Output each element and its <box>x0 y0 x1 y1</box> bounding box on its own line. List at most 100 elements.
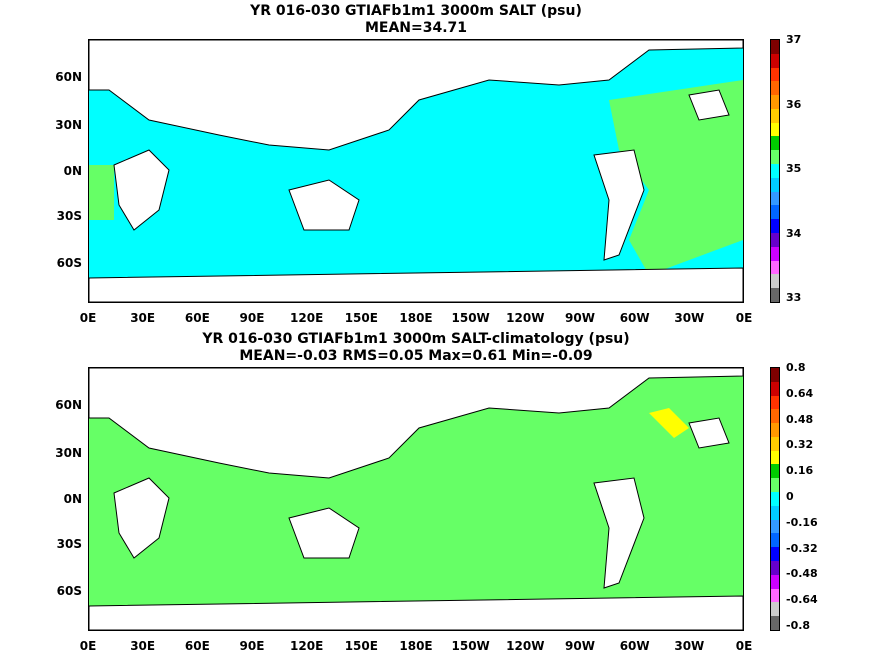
bottom-high-anomaly <box>649 408 689 438</box>
top-colorbar <box>770 39 780 303</box>
top-colorbar-label: 37 <box>786 33 802 46</box>
bottom-lon-label: 0E <box>735 639 753 653</box>
bottom-colorbar-swatch <box>771 423 779 437</box>
bottom-colorbar-label: 0.8 <box>786 361 806 374</box>
bottom-colorbar-swatch <box>771 574 779 589</box>
top-lat-60n: 60N <box>55 70 82 84</box>
bottom-colorbar-swatch <box>771 409 779 424</box>
bottom-lat-30s: 30S <box>56 537 82 551</box>
bottom-lon-label: 30W <box>674 639 705 653</box>
top-lat-0n: 0N <box>63 164 82 178</box>
bottom-lon-label: 30E <box>130 639 156 653</box>
bottom-colorbar-label: 0.48 <box>786 412 814 426</box>
bottom-colorbar-swatch <box>771 395 779 410</box>
top-colorbar-swatch <box>771 205 779 220</box>
top-lon-label: 0E <box>79 311 97 325</box>
bottom-colorbar-swatch <box>771 560 779 575</box>
top-title: YR 016-030 GTIAFb1m1 3000m SALT (psu) <box>250 3 582 19</box>
top-colorbar-label: 34 <box>786 226 802 240</box>
bottom-colorbar-swatch <box>771 381 779 396</box>
top-lon-label: 150W <box>451 311 490 325</box>
bottom-title: YR 016-030 GTIAFb1m1 3000m SALT-climatol… <box>202 331 630 347</box>
bottom-lat-30n: 30N <box>55 446 82 460</box>
top-colorbar-swatch <box>771 274 779 289</box>
top-colorbar-swatch <box>771 95 779 109</box>
top-lon-label: 150E <box>344 311 378 325</box>
top-colorbar-swatch <box>771 40 779 54</box>
top-colorbar-swatch <box>771 122 779 137</box>
top-colorbar-label: 35 <box>786 162 802 175</box>
bottom-lon-label: 150E <box>344 639 378 653</box>
bottom-colorbar-label: -0.48 <box>786 567 818 581</box>
top-lat-30n: 30N <box>55 118 82 132</box>
bottom-colorbar-label: -0.64 <box>786 593 818 607</box>
bottom-lon-label: 0E <box>79 639 97 653</box>
bottom-subtitle: MEAN=-0.03 RMS=0.05 Max=0.61 Min=-0.09 <box>239 348 593 364</box>
bottom-colorbar-swatch <box>771 588 779 603</box>
bottom-colorbar-label: -0.32 <box>786 541 818 555</box>
bottom-colorbar-label: -0.8 <box>786 619 811 632</box>
top-colorbar-swatch <box>771 246 779 261</box>
top-colorbar-swatch <box>771 81 779 96</box>
bottom-lon-label: 90E <box>239 639 265 653</box>
top-lon-label: 90E <box>239 311 265 325</box>
bottom-colorbar-swatch <box>771 478 779 493</box>
top-lon-label: 30W <box>674 311 705 325</box>
top-colorbar-swatch <box>771 219 779 233</box>
bottom-lon-label: 150W <box>451 639 490 653</box>
top-lon-label: 0E <box>735 311 753 325</box>
bottom-colorbar-swatch <box>771 616 779 630</box>
top-lon-label: 120E <box>290 311 324 325</box>
bottom-lon-label: 120W <box>506 639 545 653</box>
bottom-map-panel <box>88 367 744 631</box>
bottom-colorbar <box>770 367 780 631</box>
bottom-colorbar-label: 0 <box>786 490 794 503</box>
bottom-colorbar-swatch <box>771 436 779 451</box>
bottom-colorbar-swatch <box>771 464 779 479</box>
top-colorbar-swatch <box>771 136 779 151</box>
top-indian-west-region <box>89 165 114 220</box>
bottom-lon-label: 90W <box>565 639 595 653</box>
top-colorbar-swatch <box>771 288 779 302</box>
top-lon-label: 120W <box>506 311 545 325</box>
bottom-lat-60s: 60S <box>56 584 82 598</box>
bottom-lon-label: 60W <box>619 639 650 653</box>
top-colorbar-label: 36 <box>786 97 802 111</box>
top-atlantic-region <box>609 80 743 275</box>
bottom-colorbar-swatch <box>771 492 779 506</box>
bottom-colorbar-swatch <box>771 368 779 382</box>
top-colorbar-swatch <box>771 232 779 247</box>
top-lat-60s: 60S <box>56 256 82 270</box>
top-colorbar-swatch <box>771 108 779 123</box>
bottom-colorbar-label: 0.64 <box>786 386 814 400</box>
top-colorbar-swatch <box>771 260 779 275</box>
top-colorbar-swatch <box>771 177 779 192</box>
top-colorbar-swatch <box>771 150 779 165</box>
bottom-colorbar-swatch <box>771 602 779 617</box>
top-lon-label: 180E <box>399 311 433 325</box>
top-lon-label: 30E <box>130 311 156 325</box>
top-colorbar-label: 33 <box>786 291 802 304</box>
top-colorbar-swatch <box>771 67 779 82</box>
bottom-colorbar-swatch <box>771 505 779 520</box>
bottom-colorbar-label: 0.32 <box>786 438 814 452</box>
bottom-colorbar-label: -0.16 <box>786 515 818 529</box>
bottom-colorbar-label: 0.16 <box>786 464 814 478</box>
top-colorbar-swatch <box>771 191 779 206</box>
top-lon-label: 60E <box>184 311 210 325</box>
top-colorbar-swatch <box>771 53 779 68</box>
bottom-map-svg <box>89 368 743 630</box>
bottom-lat-60n: 60N <box>55 398 82 412</box>
top-subtitle: MEAN=34.71 <box>364 20 468 36</box>
top-colorbar-swatch <box>771 164 779 178</box>
bottom-lon-label: 120E <box>290 639 324 653</box>
bottom-lon-label: 180E <box>399 639 433 653</box>
bottom-colorbar-swatch <box>771 450 779 465</box>
bottom-lon-label: 60E <box>184 639 210 653</box>
bottom-land <box>89 368 743 630</box>
bottom-lat-0n: 0N <box>63 492 82 506</box>
bottom-colorbar-swatch <box>771 547 779 561</box>
top-map-panel <box>88 39 744 303</box>
bottom-colorbar-swatch <box>771 519 779 534</box>
top-lon-label: 90W <box>565 311 595 325</box>
